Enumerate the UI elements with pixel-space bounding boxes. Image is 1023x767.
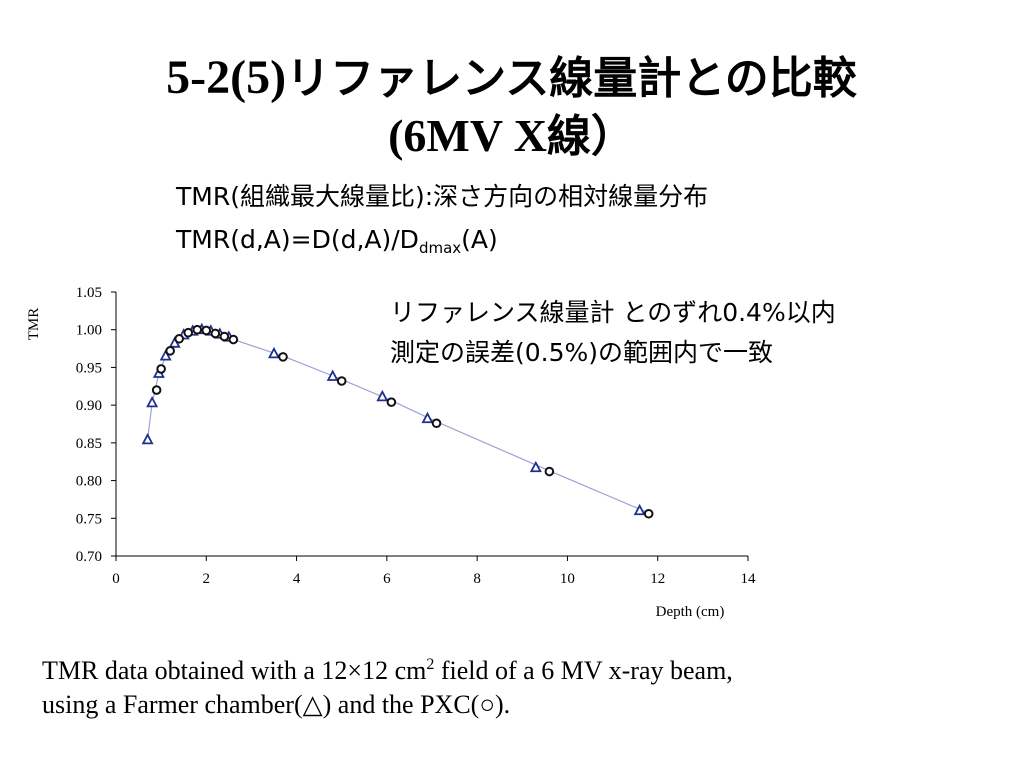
circle-point — [431, 418, 442, 429]
title-mv: (6MV X — [388, 110, 547, 161]
title-number: 5-2(5) — [166, 51, 287, 104]
x-tick-label: 10 — [560, 571, 575, 587]
triangle-point — [146, 395, 159, 408]
y-tick-label: 0.70 — [76, 549, 102, 565]
y-tick-label: 0.75 — [76, 511, 102, 527]
circle-point — [336, 376, 347, 386]
y-tick-label: 1.00 — [76, 323, 102, 339]
triangle-point — [421, 411, 434, 424]
circle-point — [210, 328, 221, 339]
y-axis-label: TMR — [26, 308, 42, 341]
caption-part-a: TMR data obtained with a 12×12 cm — [42, 656, 427, 685]
title-text: リファレンス線量計との比較 — [286, 53, 857, 104]
caption-part-b: field of a 6 MV x-ray beam, — [434, 656, 733, 685]
chart-markers — [141, 322, 654, 519]
subtitle-definition: TMR(組織最大線量比):深さ方向の相対線量分布 — [176, 182, 709, 211]
tmr-chart: 0.70 0.75 0.80 0.85 0.90 0.95 1.00 1.05 0 2 4 6 8 10 1… — [26, 285, 756, 620]
triangle-point — [376, 389, 389, 402]
x-tick-label: 6 — [383, 571, 391, 587]
x-tick-label: 14 — [741, 571, 757, 587]
triangle-point — [268, 346, 280, 359]
chart-fit-line — [147, 329, 649, 514]
caption-line1: TMR data obtained with a 12×12 cm2 field… — [42, 647, 1012, 689]
circle-point — [386, 397, 397, 407]
y-tick-label: 0.85 — [76, 436, 102, 452]
formula-end: (A) — [461, 225, 498, 254]
circle-point — [278, 352, 288, 362]
triangle-point — [326, 369, 339, 381]
y-tick-label: 0.90 — [76, 398, 102, 414]
y-tick-label: 1.05 — [76, 285, 102, 301]
x-tick-label: 2 — [203, 571, 211, 587]
chart-axes: 0.70 0.75 0.80 0.85 0.90 0.95 1.00 1.05 0 2 4 6 8 10 1… — [76, 285, 756, 587]
caption-line2: using a Farmer chamber(△) and the PXC(○)… — [42, 690, 511, 719]
error-note: 測定の誤差(0.5%)の範囲内で一致 — [390, 338, 774, 367]
circle-point — [156, 364, 166, 374]
circle-point — [192, 324, 203, 335]
circle-point — [201, 325, 212, 336]
caption-superscript: 2 — [426, 656, 435, 673]
title-line2-rest: 線） — [546, 111, 635, 162]
fit-line — [147, 329, 649, 514]
x-tick-label: 0 — [112, 571, 120, 587]
y-tick-label: 0.80 — [76, 474, 102, 490]
triangle-point — [633, 503, 646, 516]
y-tick-label: 0.95 — [76, 360, 102, 376]
slide-title: 5-2(5)リファレンス線量計との比較 — [0, 50, 1023, 107]
subtitle-formula: TMR(d,A)=D(d,A)/Ddmax(A) — [176, 224, 498, 264]
circle-point — [544, 466, 555, 477]
formula-subscript: dmax — [418, 239, 462, 257]
triangle-point — [141, 432, 154, 445]
deviation-note: リファレンス線量計 とのずれ0.4%以内 — [390, 298, 836, 327]
triangle-point — [529, 460, 542, 473]
circle-point — [219, 331, 230, 342]
x-axis-label: Depth (cm) — [656, 604, 725, 620]
x-tick-label: 12 — [650, 571, 665, 587]
circle-point — [165, 346, 175, 356]
slide-title-line2: (6MV X線） — [0, 108, 1023, 165]
circle-point — [183, 327, 194, 338]
x-tick-label: 8 — [473, 571, 481, 587]
circle-point — [151, 385, 162, 395]
triangle-point — [159, 349, 172, 361]
circle-point — [174, 333, 184, 344]
circle-point — [643, 508, 654, 519]
x-tick-label: 4 — [293, 571, 301, 587]
circle-point — [228, 334, 239, 345]
formula-main: TMR(d,A)=D(d,A)/D — [176, 225, 419, 254]
